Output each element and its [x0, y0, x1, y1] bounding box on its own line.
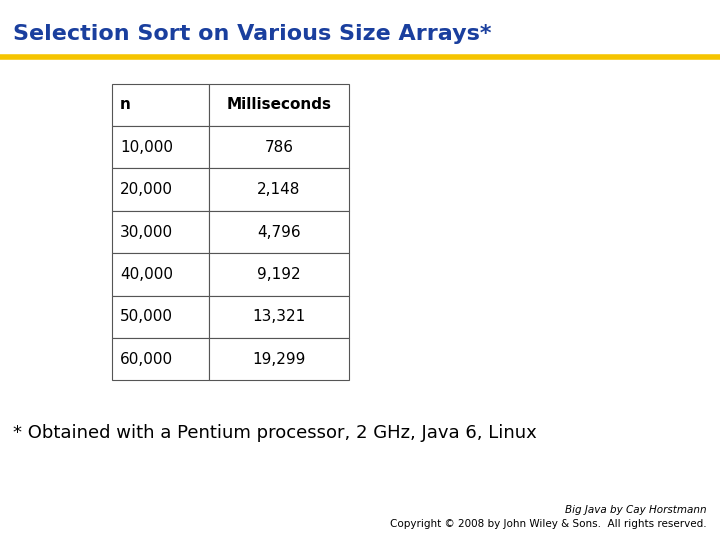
- Bar: [112, 168, 209, 211]
- Text: 50,000: 50,000: [120, 309, 174, 325]
- Bar: [112, 338, 209, 380]
- Bar: [209, 84, 349, 126]
- Text: n: n: [120, 97, 131, 112]
- Bar: [209, 126, 349, 168]
- Bar: [209, 211, 349, 253]
- Bar: [209, 253, 349, 296]
- Text: 4,796: 4,796: [257, 225, 301, 240]
- Bar: [209, 168, 349, 211]
- Bar: [112, 211, 209, 253]
- Text: 30,000: 30,000: [120, 225, 174, 240]
- Text: 20,000: 20,000: [120, 182, 174, 197]
- Text: 60,000: 60,000: [120, 352, 174, 367]
- Text: 786: 786: [264, 140, 294, 155]
- Text: 40,000: 40,000: [120, 267, 174, 282]
- Text: Selection Sort on Various Size Arrays*: Selection Sort on Various Size Arrays*: [13, 24, 492, 44]
- Text: 10,000: 10,000: [120, 140, 174, 155]
- Text: Big Java by Cay Horstmann: Big Java by Cay Horstmann: [565, 505, 707, 515]
- Text: 9,192: 9,192: [257, 267, 301, 282]
- Bar: [112, 84, 209, 126]
- Text: 13,321: 13,321: [253, 309, 305, 325]
- Bar: [112, 296, 209, 338]
- Text: 19,299: 19,299: [252, 352, 306, 367]
- Text: 2,148: 2,148: [257, 182, 301, 197]
- Bar: [209, 296, 349, 338]
- Bar: [209, 338, 349, 380]
- Bar: [112, 253, 209, 296]
- Text: Copyright © 2008 by John Wiley & Sons.  All rights reserved.: Copyright © 2008 by John Wiley & Sons. A…: [390, 519, 707, 530]
- Text: Milliseconds: Milliseconds: [227, 97, 331, 112]
- Text: * Obtained with a Pentium processor, 2 GHz, Java 6, Linux: * Obtained with a Pentium processor, 2 G…: [13, 424, 536, 442]
- Bar: [112, 126, 209, 168]
